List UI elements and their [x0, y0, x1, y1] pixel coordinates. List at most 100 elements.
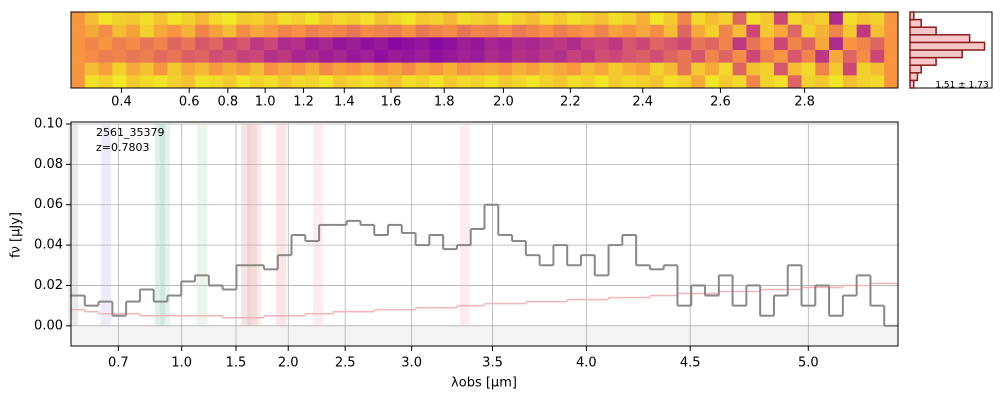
x-tick-label: 3.5 — [482, 356, 503, 371]
heatmap-cell — [98, 75, 113, 89]
heatmap-cell — [663, 24, 678, 38]
heatmap-cell — [195, 50, 210, 63]
heatmap-cell — [608, 37, 623, 51]
heatmap-cell — [84, 24, 99, 38]
y-tick-label: 0.02 — [34, 278, 63, 293]
heatmap-cell — [470, 75, 485, 89]
heatmap-cell — [305, 50, 320, 63]
heatmap-cell — [153, 50, 168, 63]
heatmap-cell — [484, 37, 499, 51]
heatmap-cell — [236, 75, 251, 89]
heatmap-cell — [649, 24, 664, 38]
heatmap-cell — [374, 62, 389, 76]
heatmap-cell — [773, 75, 789, 89]
heatmap-cell — [456, 50, 472, 63]
heatmap-cell — [539, 12, 554, 25]
heatmap-cell — [718, 24, 733, 38]
heatmap-cell — [884, 24, 899, 38]
heatmap-cell — [870, 50, 885, 63]
heatmap-cell — [829, 37, 844, 51]
heatmap-cell — [801, 75, 816, 89]
heatmap-cell — [470, 62, 485, 76]
heatmap-cell — [815, 62, 830, 76]
heatmap-cell — [263, 50, 279, 63]
heatmap-cell — [842, 37, 857, 51]
heatmap-cell — [691, 37, 706, 51]
histogram-bar — [909, 26, 937, 36]
heatmap-cell — [525, 75, 540, 89]
heatmap-cell — [263, 24, 279, 38]
heatmap-cell — [484, 50, 499, 63]
heatmap-cell — [429, 37, 444, 51]
heatmap-cell — [250, 50, 265, 63]
heatmap-cell — [512, 75, 527, 89]
heatmap-cell — [456, 24, 472, 38]
heatmap-cell — [415, 62, 430, 76]
heatmap-cell — [649, 62, 664, 76]
heatmap-cell — [112, 62, 127, 76]
heatmap-cell — [842, 12, 857, 25]
line-marker — [247, 124, 258, 326]
heatmap-cell — [112, 75, 127, 89]
heatmap-cell — [250, 75, 265, 89]
heatmap-cell — [71, 62, 86, 76]
heatmap-cell — [291, 37, 306, 51]
heatmap-cell — [746, 24, 761, 38]
heatmap-cell — [553, 37, 568, 51]
heatmap-cell — [139, 24, 154, 38]
heatmap-cell — [787, 62, 802, 76]
heatmap-cell — [401, 24, 416, 38]
heatmap-cell — [415, 50, 430, 63]
heatmap-cell — [291, 62, 306, 76]
heatmap-cell — [98, 24, 113, 38]
heatmap-cell — [636, 12, 651, 25]
heatmap-cell — [443, 12, 458, 25]
heatmap-cell — [842, 62, 857, 76]
heatmap-cell — [829, 50, 844, 63]
heatmap-cell — [677, 12, 692, 25]
heatmap-cell — [429, 62, 444, 76]
heatmap-cell — [139, 37, 154, 51]
heatmap-cell — [98, 62, 113, 76]
heatmap-cell — [498, 50, 513, 63]
heatmap-cell — [594, 37, 609, 51]
heatmap-cell — [525, 37, 540, 51]
heatmap-cell — [71, 24, 86, 38]
heatmap-cell — [842, 75, 857, 89]
heatmap-cell — [153, 37, 168, 51]
heatmap-cell — [429, 24, 444, 38]
heatmap-cell — [746, 37, 761, 51]
heatmap-cell — [539, 37, 554, 51]
heatmap-cell — [222, 12, 237, 25]
heatmap-cell — [815, 75, 830, 89]
heatmap-cell — [636, 62, 651, 76]
heatmap-cell — [71, 50, 86, 63]
below-zero-fill — [71, 325, 898, 346]
heatmap-cell — [787, 75, 802, 89]
heatmap-cell — [718, 62, 733, 76]
heatmap-cell — [608, 75, 623, 89]
heatmap-cell — [360, 62, 375, 76]
heatmap-cell — [208, 62, 223, 76]
heatmap-cell — [443, 37, 458, 51]
heatmap-cell — [346, 50, 361, 63]
heatmap-cell — [305, 62, 320, 76]
heatmap-cell — [181, 12, 196, 25]
heatmap-cell — [746, 75, 761, 89]
heatmap-cell — [222, 50, 237, 63]
heatmap-cell — [360, 50, 375, 63]
redshift: z=0.7803 — [96, 141, 149, 154]
heatmap-cell — [263, 12, 279, 25]
heatmap-cell — [153, 75, 168, 89]
heatmap-cell — [360, 24, 375, 38]
heatmap-cell — [429, 12, 444, 25]
heatmap-cell — [746, 12, 761, 25]
heatmap-cell — [567, 12, 582, 25]
heatmap-cell — [705, 50, 720, 63]
line-marker — [276, 124, 287, 326]
heatmap-cell — [208, 12, 223, 25]
histogram-bar — [909, 72, 919, 82]
heatmap-cell — [443, 24, 458, 38]
heatmap-cell — [195, 12, 210, 25]
